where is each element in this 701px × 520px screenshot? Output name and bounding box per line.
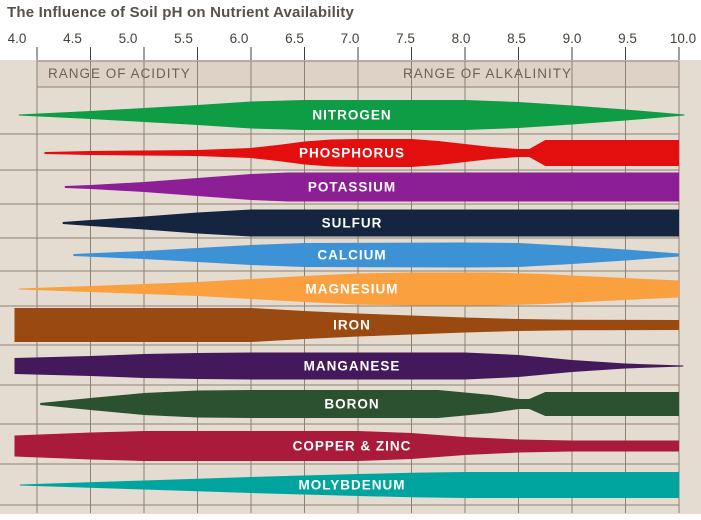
band-shape-magnesium <box>18 272 680 306</box>
band-shape-sulfur <box>62 209 679 237</box>
band-label-iron: IRON <box>333 317 371 333</box>
band-label-magnesium: MAGNESIUM <box>305 281 399 297</box>
band-shape-iron <box>14 308 679 342</box>
band-label-molybdenum: MOLYBDENUM <box>298 477 406 493</box>
axis-tick-label: 7.5 <box>396 31 415 46</box>
band-shape-potassium <box>64 172 680 202</box>
axis-tick-label: 8.0 <box>451 31 471 46</box>
chart-title: The Influence of Soil pH on Nutrient Ava… <box>7 4 355 21</box>
band-label-nitrogen: NITROGEN <box>312 107 392 123</box>
band-shape-phosphorus <box>44 139 679 167</box>
axis-tick-label: 9.0 <box>562 31 582 46</box>
band-label-phosphorus: PHOSPHORUS <box>298 145 406 161</box>
band-shape-boron <box>40 390 679 418</box>
band-shape-molybdenum <box>19 472 679 498</box>
axis-tick-label: 6.5 <box>285 31 304 46</box>
band-shape-copper-zinc <box>14 431 679 461</box>
axis-tick-label: 4.0 <box>7 31 27 46</box>
band-label-manganese: MANGANESE <box>303 358 401 374</box>
axis-tick-label: 8.5 <box>507 31 526 46</box>
band-shape-nitrogen <box>18 100 685 130</box>
band-label-sulfur: SULFUR <box>321 215 383 231</box>
axis-tick-label: 4.5 <box>63 31 82 46</box>
axis-tick-label: 5.0 <box>118 31 138 46</box>
alkalinity-range-label: RANGE OF ALKALINITY <box>403 66 573 81</box>
band-label-potassium: POTASSIUM <box>307 179 397 195</box>
acidity-range-label: RANGE OF ACIDITY <box>48 66 191 81</box>
band-shape-manganese <box>14 352 684 380</box>
axis-tick-label: 9.5 <box>618 31 637 46</box>
band-shape-calcium <box>73 242 679 268</box>
axis-tick-label: 5.5 <box>174 31 193 46</box>
band-label-calcium: CALCIUM <box>317 247 387 263</box>
axis-tick-label: 6.0 <box>229 31 249 46</box>
band-label-copper-zinc: COPPER & ZINC <box>292 438 412 454</box>
band-label-boron: BORON <box>324 396 380 412</box>
axis-tick-label: 7.0 <box>340 31 360 46</box>
axis-tick-label: 10.0 <box>669 31 697 46</box>
